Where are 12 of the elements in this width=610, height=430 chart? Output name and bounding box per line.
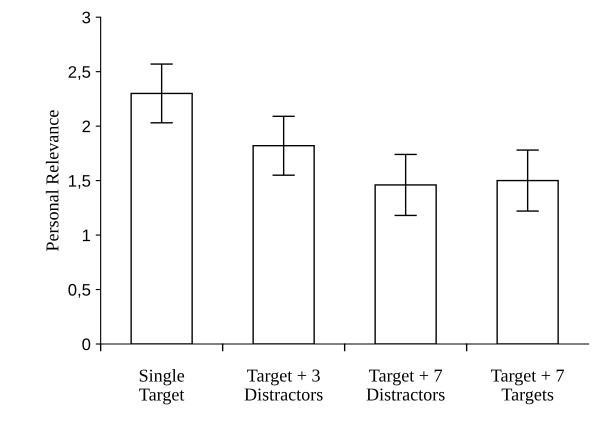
x-tick-label: Target + 7 Targets (491, 370, 564, 404)
y-tick-label: 2 (82, 120, 90, 132)
x-tick-label: Target + 3 Distractors (244, 370, 323, 401)
y-axis-title: Personal Relevance (46, 110, 59, 252)
y-tick-label: 0 (82, 338, 90, 350)
y-tick-label: 0,5 (68, 284, 90, 298)
x-tick-label: Target + 7 Distractors (366, 370, 445, 401)
y-tick-label: 2,5 (68, 66, 90, 80)
x-tick-label: Single Target (139, 369, 184, 404)
y-tick-label: 1,5 (69, 175, 90, 189)
y-tick-label: 1 (82, 230, 90, 242)
y-tick-label: 3 (82, 12, 90, 24)
